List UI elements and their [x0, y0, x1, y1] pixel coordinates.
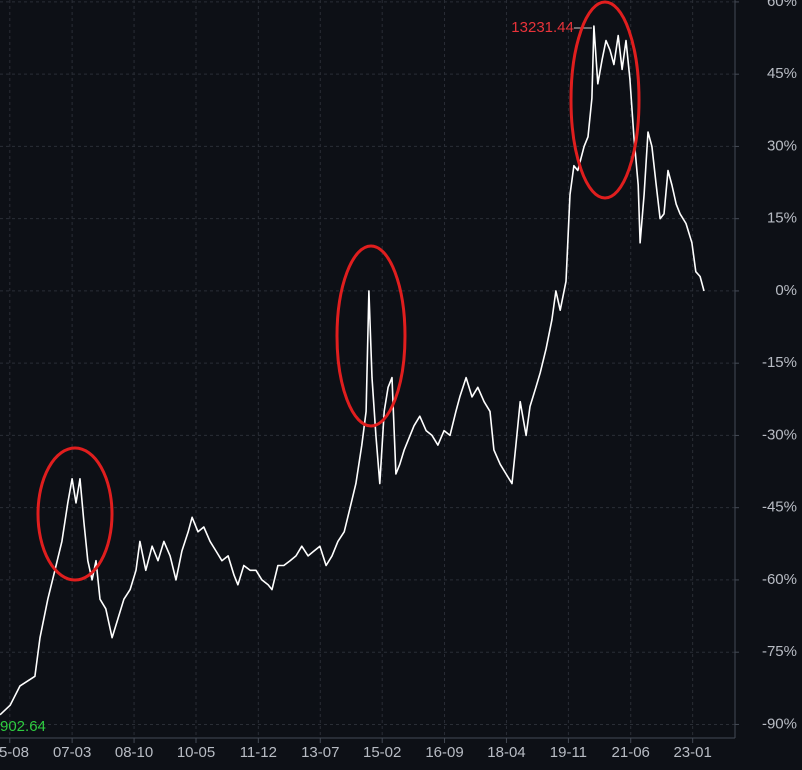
y-tick-label: 30% — [767, 137, 797, 154]
x-tick-label: 13-07 — [301, 744, 339, 761]
x-tick-label: 11-12 — [240, 744, 277, 761]
grid — [0, 0, 735, 738]
y-tick-label: 0% — [775, 282, 797, 299]
series-line — [0, 25, 705, 716]
y-tick-label: 15% — [767, 210, 797, 227]
x-tick-label: 07-03 — [53, 744, 91, 761]
highlight-ellipse — [335, 244, 407, 428]
y-tick-label: -75% — [762, 643, 797, 660]
annotation: 902.64 — [0, 718, 46, 735]
y-tick-label: 60% — [767, 0, 797, 10]
annotation: 13231.44 — [511, 19, 574, 36]
x-tick-label: 10-05 — [177, 744, 215, 761]
x-tick-label: 16-09 — [425, 744, 463, 761]
y-tick-label: -15% — [762, 354, 797, 371]
x-tick-label: 18-04 — [487, 744, 525, 761]
y-tick-label: -45% — [762, 499, 797, 516]
x-tick-label: 15-02 — [363, 744, 401, 761]
y-tick-label: -60% — [762, 571, 797, 588]
plot: 13231.44 902.64 — [0, 19, 705, 735]
highlight-ellipse — [569, 0, 641, 200]
y-tick-label: -30% — [762, 426, 797, 443]
highlight-ellipse — [36, 446, 114, 582]
y-tick-label: 45% — [767, 65, 797, 82]
x-tick-label: 23-01 — [673, 744, 711, 761]
x-tick-label: 08-10 — [115, 744, 153, 761]
y-tick-label: -90% — [762, 715, 797, 732]
x-tick-label: 19-11 — [550, 744, 587, 761]
x-tick-label: 05-08 — [0, 744, 29, 761]
x-tick-label: 21-06 — [612, 744, 650, 761]
